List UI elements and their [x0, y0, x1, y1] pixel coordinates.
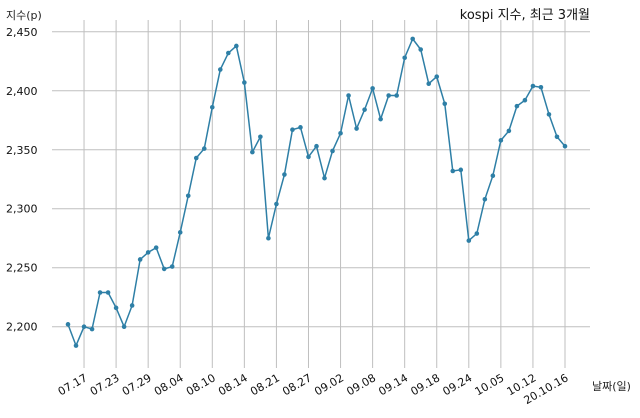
data-point	[554, 134, 560, 140]
data-point	[394, 93, 399, 98]
y-tick-label: 2,200	[6, 321, 38, 334]
data-point	[322, 175, 327, 181]
x-tick-label: 08.21	[248, 371, 282, 398]
data-point	[226, 50, 231, 56]
data-point	[234, 43, 239, 49]
data-point	[129, 303, 135, 308]
data-point	[338, 130, 343, 136]
data-point	[185, 193, 191, 199]
data-point	[97, 290, 103, 295]
y-tick-label: 2,350	[6, 144, 38, 157]
data-point	[153, 245, 159, 250]
y-tick-label: 2,400	[6, 85, 38, 98]
data-point	[242, 80, 247, 85]
x-tick-label: 09.08	[344, 371, 378, 398]
chart-title: kospi 지수, 최근 3개월	[460, 8, 590, 23]
data-point	[522, 97, 528, 103]
data-point	[426, 81, 432, 87]
x-axis-ticks: 07.1707.2307.2908.0408.1008.1408.2108.27…	[56, 371, 571, 407]
x-tick-label: 08.04	[152, 371, 186, 398]
x-tick-label: 08.27	[280, 371, 314, 398]
data-point	[530, 83, 536, 89]
data-point	[482, 197, 488, 202]
y-tick-label: 2,250	[6, 262, 38, 275]
data-point	[354, 126, 359, 131]
data-point	[498, 138, 504, 143]
data-point	[89, 326, 95, 332]
data-point	[450, 168, 456, 174]
data-point	[514, 103, 520, 109]
data-point	[250, 149, 255, 155]
data-point	[490, 173, 496, 179]
data-point	[562, 143, 568, 149]
data-point	[177, 230, 183, 235]
data-point	[193, 155, 199, 161]
data-point	[113, 305, 119, 311]
data-point	[274, 201, 279, 207]
data-point	[370, 86, 375, 91]
x-tick-label: 09.24	[441, 371, 475, 398]
data-point	[169, 264, 175, 269]
data-point	[386, 93, 391, 98]
data-point	[378, 116, 383, 122]
y-tick-label: 2,300	[6, 203, 38, 216]
data-point	[402, 55, 407, 61]
data-point	[81, 324, 87, 330]
data-point	[290, 127, 295, 133]
data-point	[442, 101, 448, 107]
data-point	[474, 231, 480, 236]
x-tick-label: 08.10	[184, 371, 218, 398]
data-point	[546, 112, 552, 117]
data-point	[218, 67, 223, 72]
data-point	[145, 250, 151, 255]
x-tick-label: 10.05	[473, 371, 507, 398]
data-point	[418, 47, 424, 52]
data-point	[201, 146, 207, 151]
data-point	[306, 154, 311, 160]
data-point	[458, 167, 464, 173]
data-point	[298, 125, 303, 130]
data-point	[161, 266, 167, 272]
x-tick-label: 09.02	[312, 371, 346, 398]
x-tick-label: 07.17	[56, 371, 90, 398]
data-point	[410, 36, 415, 42]
y-tick-label: 2,450	[6, 26, 38, 39]
data-point	[137, 257, 143, 262]
x-tick-label: 09.14	[376, 371, 410, 398]
data-point	[346, 93, 351, 98]
x-tick-label: 08.14	[216, 371, 250, 398]
data-point	[538, 84, 544, 90]
grid	[52, 20, 590, 368]
data-point	[282, 172, 287, 177]
data-point	[65, 322, 71, 327]
series-line	[67, 37, 566, 348]
y-axis-ticks: 2,200 2,250 2,300 2,350 2,400 2,450	[6, 26, 38, 334]
data-point	[314, 143, 319, 149]
data-point	[506, 128, 512, 134]
data-point	[258, 134, 263, 140]
data-point	[330, 148, 335, 154]
x-axis-label: 날짜(일)	[592, 379, 631, 393]
data-points	[65, 36, 568, 348]
data-point	[73, 343, 79, 348]
x-tick-label: 09.18	[408, 371, 442, 398]
y-axis-label: 지수(p)	[6, 9, 42, 22]
x-tick-label: 07.29	[120, 371, 154, 398]
x-tick-label: 07.23	[88, 371, 122, 398]
data-point	[121, 324, 127, 330]
data-point	[466, 238, 472, 243]
data-point	[105, 290, 111, 295]
data-point	[434, 74, 440, 79]
data-point	[266, 235, 271, 241]
data-point	[362, 107, 367, 112]
data-point	[209, 104, 215, 110]
